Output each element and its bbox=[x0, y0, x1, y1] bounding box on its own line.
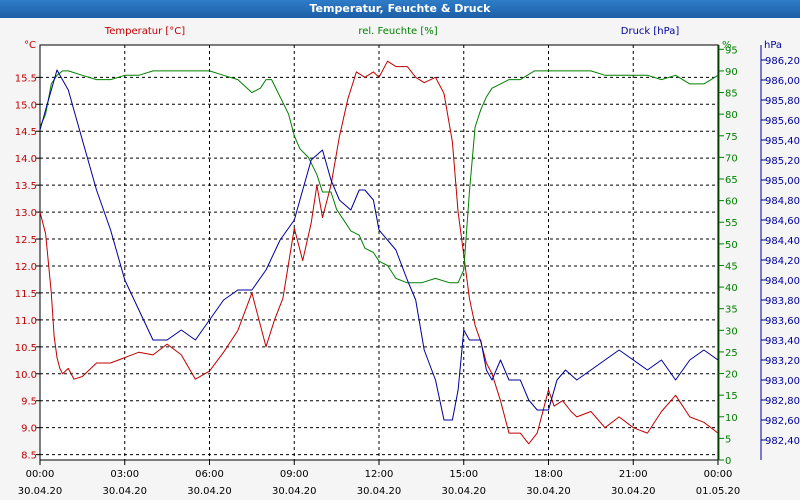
x-tick-label-time: 12:00 bbox=[365, 469, 394, 480]
pressure-tick-label: 983,80 bbox=[765, 296, 800, 307]
humidity-tick-label: 10 bbox=[725, 413, 738, 424]
pressure-tick-label: 984,80 bbox=[765, 196, 800, 207]
x-tick-label-time: 03:00 bbox=[110, 469, 139, 480]
temperature-tick-label: 15.5 bbox=[15, 73, 37, 84]
pressure-tick-label: 984,00 bbox=[765, 276, 800, 287]
pressure-tick-label: 984,20 bbox=[765, 256, 800, 267]
x-tick-label-date: 30.04.20 bbox=[611, 486, 656, 497]
pressure-tick-label: 983,60 bbox=[765, 316, 800, 327]
temperature-tick-label: 15.0 bbox=[15, 100, 37, 111]
x-tick-label-date: 30.04.20 bbox=[441, 486, 486, 497]
pressure-tick-label: 985,00 bbox=[765, 176, 800, 187]
pressure-axis-label: Druck [hPa] bbox=[621, 26, 680, 37]
humidity-tick-label: 5 bbox=[725, 434, 731, 445]
humidity-tick-label: 15 bbox=[725, 391, 738, 402]
humidity-series-line bbox=[39, 70, 719, 284]
humidity-tick-label: 25 bbox=[725, 348, 738, 359]
x-tick-label-date: 01.05.20 bbox=[696, 486, 741, 497]
humidity-axis-label: rel. Feuchte [%] bbox=[358, 26, 437, 37]
x-tick-label-date: 30.04.20 bbox=[526, 486, 571, 497]
humidity-tick-label: 75 bbox=[725, 132, 738, 143]
temperature-tick-label: 10.5 bbox=[15, 343, 37, 354]
x-tick-label-date: 30.04.20 bbox=[187, 486, 232, 497]
pressure-tick-label: 982,40 bbox=[765, 436, 800, 447]
temperature-tick-label: 14.5 bbox=[15, 127, 37, 138]
pressure-axis-unit: hPa bbox=[764, 40, 782, 51]
pressure-series-line bbox=[39, 69, 719, 421]
x-tick-label-time: 21:00 bbox=[619, 469, 648, 480]
temperature-tick-label: 13.5 bbox=[15, 181, 37, 192]
window-title: Temperatur, Feuchte & Druck bbox=[0, 0, 800, 18]
chart: 00:00 30.04.20 03:00 30.04.20 06:00 30.04.20 0… bbox=[15, 26, 800, 497]
pressure-tick-label: 986,00 bbox=[765, 76, 800, 87]
temperature-tick-label: 12.5 bbox=[15, 235, 37, 246]
humidity-tick-label: 20 bbox=[725, 370, 738, 381]
x-tick-label-time: 18:00 bbox=[534, 469, 563, 480]
pressure-tick-label: 986,20 bbox=[765, 56, 800, 67]
pressure-tick-label: 983,20 bbox=[765, 356, 800, 367]
humidity-tick-label: 60 bbox=[725, 197, 738, 208]
x-tick-label-time: 00:00 bbox=[704, 469, 733, 480]
humidity-tick-label: 90 bbox=[725, 67, 738, 78]
temperature-tick-label: 9.0 bbox=[21, 424, 37, 435]
temperature-tick-label: 11.0 bbox=[15, 316, 37, 327]
temperature-series-line bbox=[39, 60, 719, 445]
pressure-tick-label: 983,40 bbox=[765, 336, 800, 347]
humidity-tick-label: 0 bbox=[725, 456, 731, 467]
x-tick-label-time: 15:00 bbox=[449, 469, 478, 480]
humidity-tick-label: 45 bbox=[725, 261, 738, 272]
x-tick-label-date: 30.04.20 bbox=[272, 486, 317, 497]
temperature-tick-label: 14.0 bbox=[15, 154, 37, 165]
series-lines bbox=[39, 60, 719, 445]
humidity-tick-label: 80 bbox=[725, 110, 738, 121]
temperature-tick-label: 12.0 bbox=[15, 262, 37, 273]
pressure-tick-label: 982,80 bbox=[765, 396, 800, 407]
pressure-tick-label: 984,40 bbox=[765, 236, 800, 247]
x-tick-label-time: 09:00 bbox=[280, 469, 309, 480]
humidity-tick-label: 95 bbox=[725, 45, 738, 56]
left-axis-label: Temperatur [°C] bbox=[104, 26, 185, 37]
temperature-tick-label: 8.5 bbox=[21, 451, 37, 462]
humidity-tick-label: 30 bbox=[725, 326, 738, 337]
pressure-tick-label: 983,00 bbox=[765, 376, 800, 387]
temperature-tick-label: 10.0 bbox=[15, 370, 37, 381]
left-axis-unit: °C bbox=[24, 40, 36, 51]
pressure-tick-label: 985,80 bbox=[765, 96, 800, 107]
humidity-tick-label: 55 bbox=[725, 218, 738, 229]
temperature-tick-label: 9.5 bbox=[21, 397, 37, 408]
temperature-tick-label: 11.5 bbox=[15, 289, 37, 300]
plot-area bbox=[39, 44, 719, 461]
pressure-tick-label: 985,20 bbox=[765, 156, 800, 167]
pressure-tick-label: 982,60 bbox=[765, 416, 800, 427]
humidity-tick-label: 85 bbox=[725, 89, 738, 100]
x-tick-label-time: 00:00 bbox=[26, 469, 55, 480]
pressure-tick-label: 985,40 bbox=[765, 136, 800, 147]
humidity-tick-label: 50 bbox=[725, 240, 738, 251]
x-tick-label-time: 06:00 bbox=[195, 469, 224, 480]
humidity-axis-unit: % bbox=[722, 40, 732, 51]
humidity-tick-label: 65 bbox=[725, 175, 738, 186]
x-tick-label-date: 30.04.20 bbox=[102, 486, 147, 497]
pressure-tick-label: 985,60 bbox=[765, 116, 800, 127]
pressure-tick-label: 984,60 bbox=[765, 216, 800, 227]
humidity-tick-label: 40 bbox=[725, 283, 738, 294]
x-tick-label-date: 30.04.20 bbox=[18, 486, 63, 497]
axes: 00:00 30.04.20 03:00 30.04.20 06:00 30.04.20 0… bbox=[15, 45, 800, 497]
humidity-tick-label: 35 bbox=[725, 305, 738, 316]
humidity-tick-label: 70 bbox=[725, 153, 738, 164]
temperature-tick-label: 13.0 bbox=[15, 208, 37, 219]
x-tick-label-date: 30.04.20 bbox=[357, 486, 402, 497]
